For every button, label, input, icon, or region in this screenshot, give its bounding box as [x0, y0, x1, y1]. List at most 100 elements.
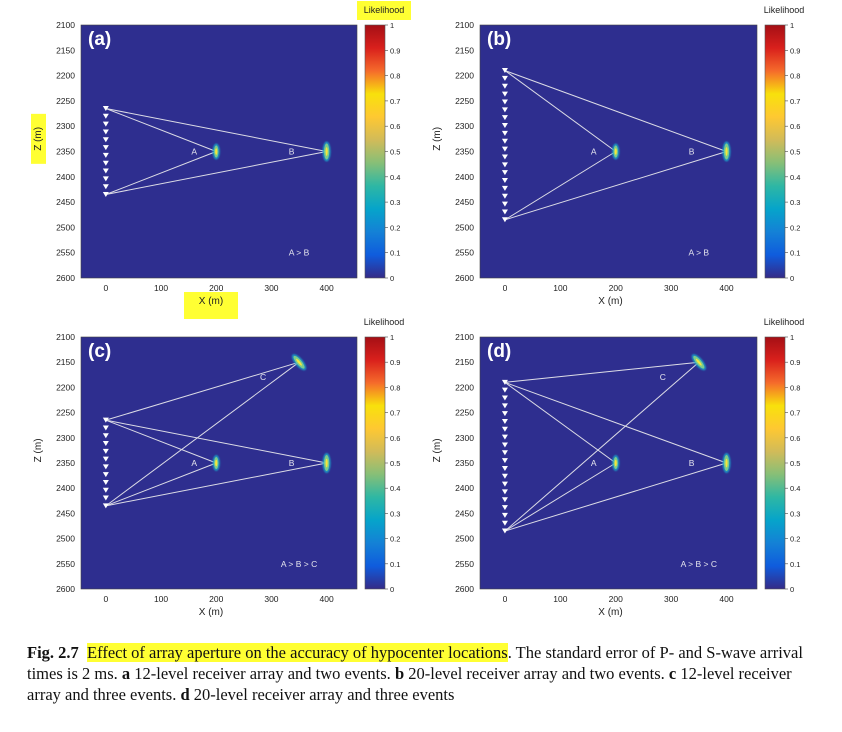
receiver-marker — [501, 450, 508, 456]
caption-b-label: b — [394, 664, 405, 683]
likelihood-peak — [215, 148, 218, 155]
receiver-marker — [501, 395, 508, 401]
colorbar-tick-label: 0.5 — [790, 459, 800, 468]
ray-path — [105, 108, 217, 152]
receiver-marker — [501, 473, 508, 479]
likelihood-peak — [296, 358, 302, 366]
figure-caption: Fig. 2.7 Effect of array aperture on the… — [27, 642, 827, 705]
panel-d: 2100 2150 2200 2250 2300 2350 2400 2450 2500 2550… — [432, 317, 804, 618]
receiver-marker — [102, 168, 109, 174]
ray-path — [105, 151, 327, 196]
panel-label: (b) — [487, 29, 511, 50]
y-tick-label: 2450 — [56, 197, 75, 207]
y-tick-label: 2550 — [455, 559, 474, 569]
x-tick-label: 0 — [103, 594, 108, 604]
y-tick-label: 2450 — [455, 508, 474, 518]
receiver-marker — [501, 115, 508, 121]
y-tick-label: 2200 — [56, 71, 75, 81]
colorbar-tick-label: 0.5 — [790, 148, 800, 157]
y-tick-label: 2100 — [455, 332, 474, 342]
receiver-marker — [501, 379, 508, 385]
receiver-marker — [102, 448, 109, 454]
colorbar-tick-label: 0.8 — [390, 383, 400, 392]
likelihood-peak — [725, 458, 728, 468]
y-tick-label: 2250 — [56, 96, 75, 106]
ray-path — [504, 151, 727, 221]
receiver-marker — [501, 418, 508, 424]
event-C-likelihood — [291, 354, 307, 371]
ray-path — [105, 419, 217, 464]
y-tick-label: 2150 — [56, 357, 75, 367]
receiver-marker — [501, 170, 508, 176]
x-tick-label: 100 — [553, 594, 567, 604]
panel-c: 2100 2150 2200 2250 2300 2350 2400 2450 2500 2550… — [33, 317, 404, 618]
y-tick-label: 2250 — [56, 408, 75, 418]
y-tick-label: 2600 — [455, 273, 474, 283]
receiver-marker — [501, 107, 508, 113]
x-tick-label: 300 — [264, 594, 278, 604]
receiver-marker — [501, 512, 508, 518]
y-tick-label: 2500 — [56, 534, 75, 544]
x-tick-label: 100 — [553, 283, 567, 293]
caption-b-text: 20-level receiver array and two events. — [404, 664, 669, 683]
panel-label: (d) — [487, 341, 511, 362]
colorbar — [764, 336, 786, 590]
panel-a: 2100 2150 2200 2250 2300 2350 2400 2450 2500 2550… — [31, 1, 411, 319]
event-B-label: B — [289, 147, 295, 157]
colorbar-tick-label: 0.3 — [790, 509, 800, 518]
receiver-marker — [501, 146, 508, 152]
x-axis-label-highlight — [184, 292, 238, 319]
y-tick-label: 2100 — [56, 20, 75, 30]
likelihood-peak — [215, 459, 218, 467]
receiver-marker — [501, 434, 508, 440]
caption-highlighted-title: Effect of array aperture on the accuracy… — [87, 643, 508, 662]
event-B-likelihood — [322, 453, 331, 473]
ray-path — [105, 462, 327, 507]
receiver-marker — [102, 113, 109, 119]
y-axis-label: Z (m) — [432, 127, 443, 151]
receiver-marker — [501, 123, 508, 129]
receiver-marker — [501, 520, 508, 526]
ray-path — [504, 361, 700, 532]
colorbar-title: Likelihood — [764, 5, 805, 15]
y-tick-label: 2200 — [455, 71, 474, 81]
receiver-marker — [102, 145, 109, 151]
event-A-label: A — [591, 147, 597, 157]
colorbar-tick-label: 0.1 — [790, 249, 800, 258]
y-tick-label: 2300 — [455, 121, 474, 131]
ray-path — [504, 361, 699, 383]
panel-b: 2100 2150 2200 2250 2300 2350 2400 2450 2500 2550… — [432, 5, 804, 307]
colorbar-tick-label: 0.3 — [390, 509, 400, 518]
x-tick-label: 400 — [719, 594, 733, 604]
y-tick-label: 2500 — [455, 534, 474, 544]
colorbar-tick-label: 0.2 — [790, 223, 800, 232]
y-tick-label: 2500 — [455, 222, 474, 232]
y-axis-label: Z (m) — [33, 438, 44, 462]
y-tick-label: 2100 — [455, 20, 474, 30]
y-tick-label: 2350 — [56, 147, 75, 157]
y-tick-label: 2450 — [56, 508, 75, 518]
ray-path — [504, 381, 617, 464]
receiver-marker — [501, 201, 508, 207]
panel-label: (c) — [88, 341, 111, 362]
event-B-likelihood — [722, 141, 731, 162]
event-A-likelihood — [612, 455, 620, 471]
ray-path — [504, 70, 727, 152]
ordering-annotation: A > B > C — [281, 559, 317, 569]
event-B-likelihood — [722, 453, 731, 473]
receiver-marker — [501, 497, 508, 503]
colorbar-tick-label: 0.5 — [390, 459, 400, 468]
y-tick-label: 2500 — [56, 222, 75, 232]
event-A-label: A — [191, 147, 197, 157]
x-tick-label: 200 — [209, 283, 223, 293]
colorbar-tick-label: 0 — [790, 274, 794, 283]
receiver-marker — [501, 426, 508, 432]
receiver-marker — [102, 433, 109, 439]
colorbar-title: Likelihood — [764, 317, 805, 327]
y-tick-label: 2400 — [56, 172, 75, 182]
y-tick-label: 2450 — [455, 197, 474, 207]
event-C-label: C — [260, 372, 266, 382]
x-tick-label: 200 — [209, 594, 223, 604]
x-axis-label: X (m) — [199, 296, 223, 307]
likelihood-peak — [325, 147, 328, 156]
